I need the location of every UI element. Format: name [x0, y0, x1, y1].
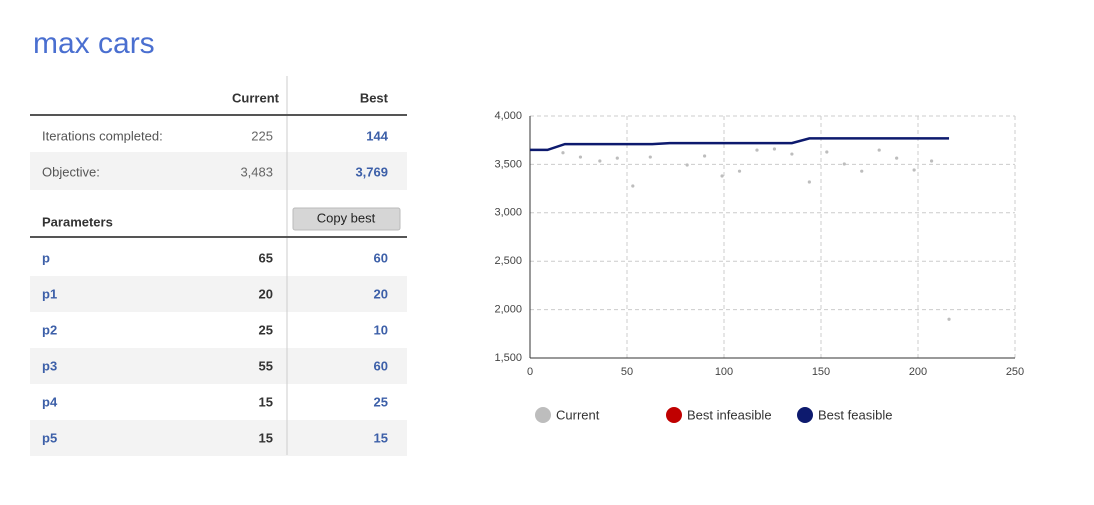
parameter-name: p4 — [42, 394, 58, 409]
legend-swatch — [666, 407, 682, 423]
x-tick-label: 150 — [812, 366, 830, 378]
scatter-point — [561, 151, 565, 155]
best-value: 60 — [374, 358, 388, 373]
y-tick-label: 1,500 — [494, 352, 522, 364]
parameter-name: p3 — [42, 358, 57, 373]
best-line — [530, 137, 950, 152]
parameter-name: p5 — [42, 430, 57, 445]
scatter-point — [737, 169, 742, 173]
current-value: 15 — [259, 430, 273, 445]
legend-label: Best infeasible — [687, 407, 772, 422]
legend-swatch — [797, 407, 813, 423]
x-tick-label: 0 — [527, 366, 533, 378]
scatter-point — [877, 148, 881, 152]
best-value: 10 — [374, 322, 388, 337]
column-header: Best — [360, 90, 389, 105]
scatter-point — [790, 152, 794, 156]
scatter-point — [860, 169, 864, 173]
scatter-point — [615, 156, 619, 160]
x-tick-label: 250 — [1006, 366, 1024, 378]
copy-button-label[interactable]: Copy best — [317, 210, 376, 225]
y-tick-label: 3,000 — [494, 207, 522, 219]
legend-label: Best feasible — [818, 407, 892, 422]
scatter-point — [807, 180, 811, 184]
legend-label: Current — [556, 407, 600, 422]
scatter-point — [703, 154, 707, 158]
scatter-point — [598, 159, 602, 163]
scatter-point — [755, 148, 759, 152]
best-value: 15 — [374, 430, 388, 445]
current-value: 55 — [259, 358, 273, 373]
row-label: Objective: — [42, 164, 100, 179]
current-value: 20 — [259, 286, 273, 301]
y-tick-label: 3,500 — [494, 158, 522, 170]
row-bg — [30, 348, 407, 384]
current-value: 65 — [259, 250, 273, 265]
scatter-point — [772, 147, 777, 151]
current-value: 225 — [251, 128, 273, 143]
best-value: 25 — [374, 394, 388, 409]
current-value: 15 — [259, 394, 273, 409]
section-header: Parameters — [42, 214, 113, 229]
x-tick-label: 50 — [621, 366, 633, 378]
scatter-point — [825, 150, 829, 154]
row-bg — [30, 420, 407, 456]
scatter-point — [842, 162, 846, 166]
scatter-point — [720, 174, 724, 178]
y-tick-label: 4,000 — [494, 110, 522, 122]
scatter-point — [929, 159, 934, 163]
scatter-point — [685, 163, 689, 167]
scatter-point — [578, 155, 583, 159]
row-bg — [30, 276, 407, 312]
current-value: 3,483 — [240, 164, 273, 179]
row-label: Iterations completed: — [42, 128, 163, 143]
best-value: 20 — [374, 286, 388, 301]
scatter-point — [947, 317, 951, 321]
scatter-point — [631, 184, 635, 188]
best-value: 3,769 — [355, 164, 388, 179]
best-value: 60 — [374, 250, 388, 265]
column-header: Current — [232, 90, 280, 105]
y-tick-label: 2,000 — [494, 304, 522, 316]
scatter-point — [895, 156, 899, 160]
best-value: 144 — [366, 128, 388, 143]
parameter-name: p1 — [42, 286, 57, 301]
legend-swatch — [535, 407, 551, 423]
copy-button[interactable] — [292, 207, 401, 231]
page-title: max cars — [33, 27, 155, 60]
parameter-name: p — [42, 250, 50, 265]
x-tick-label: 200 — [909, 366, 927, 378]
row-bg — [30, 152, 407, 190]
current-value: 25 — [259, 322, 273, 337]
x-tick-label: 100 — [715, 366, 733, 378]
scatter-point — [912, 168, 916, 172]
parameter-name: p2 — [42, 322, 57, 337]
y-tick-label: 2,500 — [494, 255, 522, 267]
scatter-point — [648, 155, 652, 159]
